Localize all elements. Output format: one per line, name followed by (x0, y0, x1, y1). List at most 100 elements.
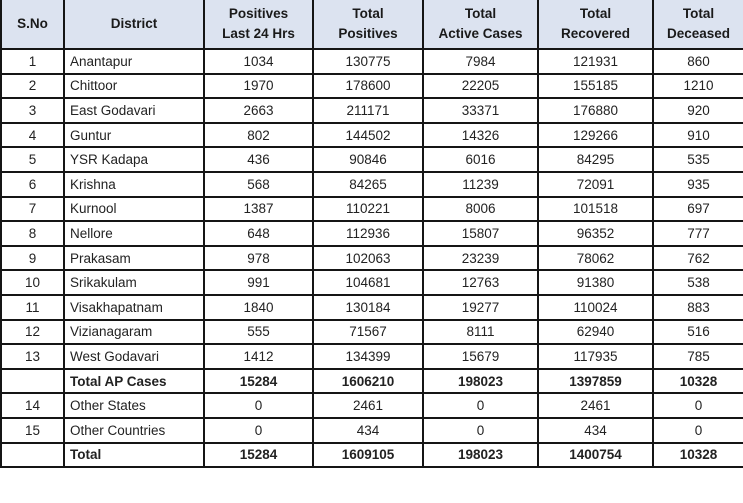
cell-total-deceased: 0 (652, 392, 743, 419)
cell-total-deceased: 883 (652, 293, 743, 321)
cell-positives-last-24: 555 (203, 318, 314, 346)
cell-total-active-cases: 15679 (422, 343, 539, 370)
cell-s-no: 7 (0, 195, 65, 223)
column-header-total-positives: Total Positives (312, 0, 424, 50)
cell-s-no: 8 (0, 220, 65, 247)
cell-positives-last-24: 15284 (203, 367, 314, 395)
cell-total-recovered: 2461 (537, 392, 654, 419)
cell-total-deceased: 920 (652, 97, 743, 124)
cell-total-positives: 112936 (312, 220, 424, 247)
cell-s-no (0, 441, 65, 469)
cell-positives-last-24: 991 (203, 269, 314, 296)
cell-total-active-cases: 8111 (422, 318, 539, 346)
cell-positives-last-24: 568 (203, 170, 314, 198)
cell-total-positives: 2461 (312, 392, 424, 419)
cell-s-no: 14 (0, 392, 65, 419)
table-row: 1 Anantapur 1034 130775 7984 121931 860 (0, 48, 743, 75)
column-header-line: Recovered (560, 26, 631, 41)
column-header-line: Active Cases (438, 26, 523, 41)
cell-total-deceased: 1210 (652, 72, 743, 100)
cell-total-deceased: 516 (652, 318, 743, 346)
cell-s-no: 12 (0, 318, 65, 346)
cell-total-recovered: 78062 (537, 244, 654, 272)
cell-total-positives: 1606210 (312, 367, 424, 395)
column-header-positives-last-24: Positives Last 24 Hrs (203, 0, 314, 50)
cell-s-no: 15 (0, 416, 65, 444)
cell-total-active-cases: 12763 (422, 269, 539, 296)
cell-total-active-cases: 198023 (422, 367, 539, 395)
cell-s-no: 6 (0, 170, 65, 198)
cell-total-positives: 434 (312, 416, 424, 444)
cell-district: Other States (63, 392, 205, 419)
cell-total-recovered: 129266 (537, 121, 654, 149)
cell-total-positives: 130775 (312, 48, 424, 75)
cell-total-positives: 134399 (312, 343, 424, 370)
table-row: 9 Prakasam 978 102063 23239 78062 762 (0, 244, 743, 272)
cell-total-recovered: 155185 (537, 72, 654, 100)
cell-district: Visakhapatnam (63, 293, 205, 321)
cell-district: YSR Kadapa (63, 146, 205, 173)
cell-positives-last-24: 1970 (203, 72, 314, 100)
cell-total-positives: 102063 (312, 244, 424, 272)
cell-district: Srikakulam (63, 269, 205, 296)
cell-s-no: 13 (0, 343, 65, 370)
cell-total-recovered: 110024 (537, 293, 654, 321)
cell-total-recovered: 176880 (537, 97, 654, 124)
cell-s-no (0, 367, 65, 395)
table-row: 10 Srikakulam 991 104681 12763 91380 538 (0, 269, 743, 296)
column-header-line: Positives (228, 6, 289, 22)
cell-district: Nellore (63, 220, 205, 247)
cell-district: Kurnool (63, 195, 205, 223)
cell-total-positives: 144502 (312, 121, 424, 149)
cell-s-no: 11 (0, 293, 65, 321)
cell-total-active-cases: 6016 (422, 146, 539, 173)
total-row: Total AP Cases 15284 1606210 198023 1397859 1… (0, 367, 743, 395)
cell-total-positives: 71567 (312, 318, 424, 346)
cell-total-recovered: 121931 (537, 48, 654, 75)
table-row: 4 Guntur 802 144502 14326 129266 910 (0, 121, 743, 149)
cell-s-no: 1 (0, 48, 65, 75)
cell-positives-last-24: 1840 (203, 293, 314, 321)
cell-s-no: 3 (0, 97, 65, 124)
cell-total-deceased: 762 (652, 244, 743, 272)
cell-total-active-cases: 8006 (422, 195, 539, 223)
cell-district: Chittoor (63, 72, 205, 100)
cell-total-active-cases: 0 (422, 416, 539, 444)
cell-total-positives: 1609105 (312, 441, 424, 469)
cell-district: Prakasam (63, 244, 205, 272)
cell-total-recovered: 434 (537, 416, 654, 444)
cell-total-recovered: 84295 (537, 146, 654, 173)
cell-total-deceased: 785 (652, 343, 743, 370)
column-header-district: District (63, 0, 205, 50)
table-row: 8 Nellore 648 112936 15807 96352 777 (0, 220, 743, 247)
cell-district: Krishna (63, 170, 205, 198)
cell-total-active-cases: 7984 (422, 48, 539, 75)
cell-total-recovered: 96352 (537, 220, 654, 247)
covid-statistics-table: S.No District Positives Last 24 Hrs Total Pos… (0, 0, 743, 469)
column-header-line: Last 24 Hrs (222, 26, 295, 41)
column-header-s-no: S.No (0, 0, 65, 50)
table-row: 15 Other Countries 0 434 0 434 0 (0, 416, 743, 444)
cell-total-deceased: 0 (652, 416, 743, 444)
table-header-row: S.No District Positives Last 24 Hrs Total Pos… (0, 0, 743, 50)
cell-positives-last-24: 0 (203, 416, 314, 444)
cell-total-recovered: 1400754 (537, 441, 654, 469)
column-header-line: Total (682, 6, 715, 22)
cell-total-positives: 178600 (312, 72, 424, 100)
table-row: 13 West Godavari 1412 134399 15679 117935 785 (0, 343, 743, 370)
column-header-line: District (110, 16, 158, 32)
cell-total-active-cases: 11239 (422, 170, 539, 198)
cell-total-active-cases: 19277 (422, 293, 539, 321)
cell-total-deceased: 935 (652, 170, 743, 198)
column-header-line: Deceased (666, 26, 731, 41)
cell-district: East Godavari (63, 97, 205, 124)
cell-s-no: 5 (0, 146, 65, 173)
cell-total-active-cases: 23239 (422, 244, 539, 272)
column-header-total-active-cases: Total Active Cases (422, 0, 539, 50)
cell-s-no: 4 (0, 121, 65, 149)
column-header-line: Positives (338, 26, 398, 41)
cell-total-deceased: 538 (652, 269, 743, 296)
cell-total-positives: 90846 (312, 146, 424, 173)
cell-district: Anantapur (63, 48, 205, 75)
